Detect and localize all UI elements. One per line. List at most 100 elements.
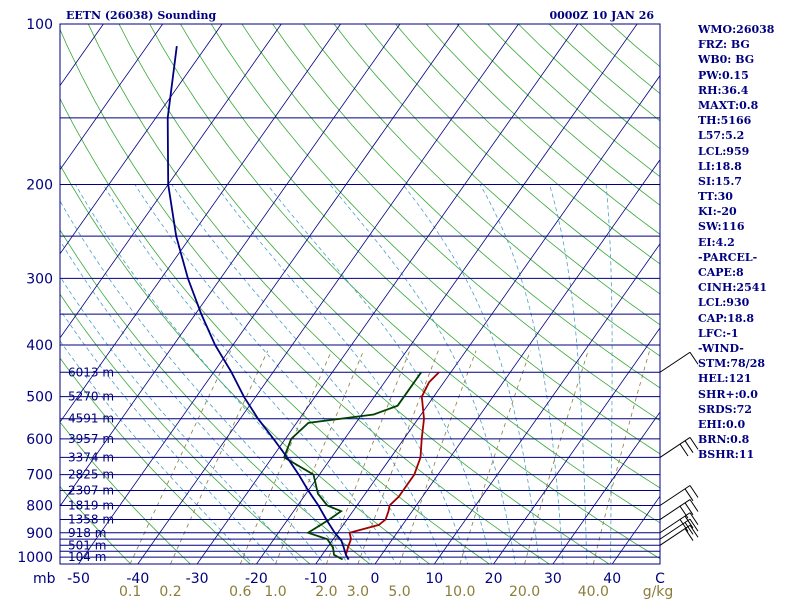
dry-adiabat [60, 229, 371, 564]
dry-adiabat [60, 28, 551, 564]
wind-barb-staff [659, 524, 691, 546]
pressure-tick-label: 300 [26, 271, 53, 287]
moist-adiabat [402, 184, 540, 564]
index-item: SRDS:72 [698, 402, 752, 416]
isotherm [60, 24, 401, 507]
index-item: BRN:0.8 [698, 433, 750, 447]
wind-barb-flag [684, 515, 694, 529]
index-item: MAXT:0.8 [698, 98, 759, 112]
moist-adiabat [479, 184, 564, 564]
isotherm [433, 243, 660, 564]
isotherm [196, 24, 579, 564]
pressure-tick-label: 900 [26, 526, 53, 542]
mixing-ratio-unit-label: g/kg [643, 584, 674, 600]
dry-adiabat [60, 293, 311, 564]
index-item: HEL:121 [698, 372, 752, 386]
pressure-tick-label: 100 [26, 17, 53, 33]
index-item: L57:5.2 [698, 129, 745, 143]
height-label: 1819 m [68, 498, 114, 512]
chart-title: EETN (26038) Sounding [66, 9, 216, 22]
wind-barb-flag [689, 525, 699, 538]
chart-time: 0000Z 10 JAN 26 [549, 9, 654, 22]
plot-frame [59, 23, 661, 565]
temperature-tick-label: 30 [544, 571, 562, 587]
index-item: SHR+:0.0 [698, 387, 758, 401]
height-label: 104 m [68, 550, 106, 564]
index-item: CAPE:8 [698, 266, 744, 279]
wind-barb-staff [659, 436, 691, 458]
wind-barb-flag [689, 518, 699, 532]
wind-barbs [659, 351, 699, 546]
height-label: 3957 m [68, 432, 114, 446]
dry-adiabat [118, 24, 660, 560]
pressure-tick-label: 700 [26, 468, 53, 484]
isotherm [552, 411, 660, 564]
index-item: EHI:0.0 [698, 417, 746, 431]
isotherm [493, 327, 660, 564]
wind-barb-flag [684, 502, 694, 516]
dry-adiabat [364, 24, 660, 295]
height-label: 501 m [68, 538, 106, 552]
index-item: SW:116 [698, 220, 745, 234]
dry-adiabat [60, 485, 132, 564]
mixing-ratio-label: 0.2 [159, 584, 181, 600]
profile-lines [166, 45, 440, 561]
moist-adiabat [549, 184, 588, 564]
mixing-ratio-label: 0.6 [229, 584, 251, 600]
temperature-unit-label: C [655, 571, 665, 587]
moist-adiabat [60, 200, 349, 564]
index-item: TT:30 [698, 190, 733, 204]
index-item: WB0: BG [698, 53, 755, 67]
isotherm [60, 24, 282, 339]
dry-adiabat [179, 24, 660, 489]
temperature-tick-label: 10 [425, 571, 443, 587]
wind-barb-flag [679, 443, 689, 457]
wind-barb-flag [689, 437, 699, 450]
mixing-ratio-label: 1.0 [264, 584, 286, 600]
wind-barb-flag [684, 440, 694, 453]
index-item: WMO:26038 [698, 23, 775, 36]
isotherm [60, 24, 164, 171]
dry-adiabat [394, 24, 660, 265]
pressure-tick-label: 400 [26, 338, 53, 354]
dry-adiabat [60, 97, 491, 564]
temperature-tick-label: 20 [485, 571, 503, 587]
wind-barb-flag [684, 528, 694, 541]
mixing-ratio-label: 20.0 [509, 584, 540, 600]
isotherm [78, 24, 460, 564]
index-item: LCL:959 [698, 144, 750, 158]
index-item: -WIND- [698, 341, 744, 355]
pressure-unit-label: mb [33, 571, 56, 587]
temperature-tick-label: -20 [245, 571, 268, 587]
wind-barb-flag [684, 522, 694, 535]
temperature-tick-label: -40 [126, 571, 149, 587]
isotherm [60, 24, 223, 255]
isotherm [374, 159, 660, 564]
dry-adiabat [60, 357, 251, 564]
stability-indices: WMO:26038 FRZ: BG WB0: BG PW:0.15 RH:36.4 MAX… [698, 22, 798, 462]
index-item: LFC:-1 [698, 326, 739, 340]
mixing-ratio-label: 10.0 [444, 584, 475, 600]
isotherm [60, 24, 341, 423]
pressure-tick-label: 500 [26, 390, 53, 406]
height-label: 5270 m [68, 390, 114, 404]
mixing-ratio-label: 3.0 [347, 584, 369, 600]
mixing-ratio-label: 2.0 [315, 584, 337, 600]
wind-barb-flag [689, 351, 699, 365]
wind-barb-flag [684, 488, 694, 502]
dry-adiabat [60, 421, 192, 564]
pressure-tick-label: 800 [26, 498, 53, 514]
temperature-tick-label: -50 [67, 571, 90, 587]
wind-barb-flag [689, 499, 699, 512]
moist-adiabat [267, 184, 492, 564]
index-item: KI:-20 [698, 205, 737, 219]
isotherm [137, 24, 519, 564]
wind-barb-flag [689, 485, 699, 498]
dewpoint-line [282, 371, 422, 561]
index-item: RH:36.4 [698, 83, 749, 97]
height-label: 6013 m [68, 365, 114, 379]
index-item: SI:15.7 [698, 174, 742, 188]
